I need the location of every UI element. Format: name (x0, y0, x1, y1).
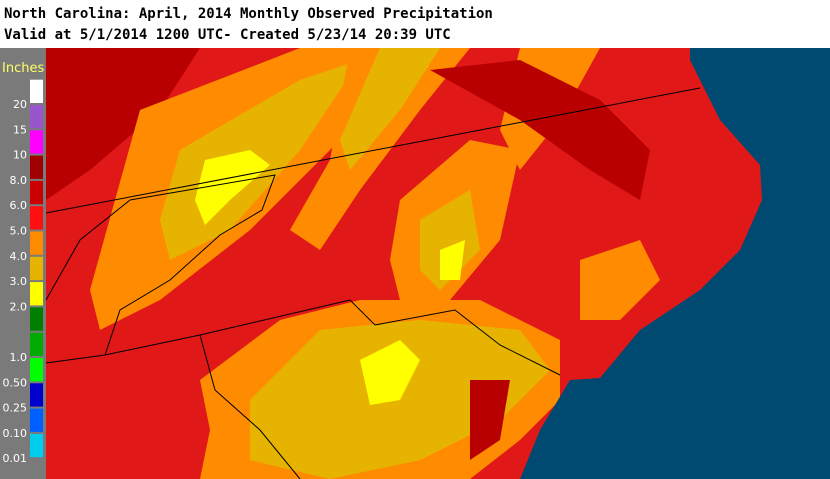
legend-title: Inches (2, 61, 44, 76)
legend-swatch (30, 180, 43, 205)
legend-swatch (30, 231, 43, 255)
precip-area (195, 150, 270, 225)
legend-label: 1.0 (10, 351, 28, 364)
legend-swatch (30, 206, 43, 230)
legend-swatch (30, 79, 43, 103)
map (45, 48, 830, 479)
legend-swatch (30, 105, 43, 129)
legend-label: 0.50 (3, 376, 28, 389)
state-border (199, 334, 301, 479)
precip-area (46, 48, 200, 200)
state-border (45, 199, 131, 301)
precip-area (580, 240, 660, 320)
legend-label: 6.0 (10, 199, 28, 212)
precip-area (360, 340, 420, 405)
legend-swatch (30, 256, 43, 281)
state-border (104, 174, 276, 356)
ocean (520, 48, 830, 479)
state-border (45, 87, 701, 214)
legend-swatch (30, 282, 43, 306)
legend-label: 10 (13, 149, 27, 162)
legend-label: 4.0 (10, 250, 28, 263)
title: North Carolina: April, 2014 Monthly Obse… (4, 6, 493, 22)
legend-label: 0.01 (3, 452, 28, 465)
legend-swatch (30, 383, 43, 407)
legend-label: 0.10 (3, 427, 28, 440)
legend-swatch (30, 155, 43, 179)
legend-swatch (30, 433, 43, 458)
precip-area (470, 380, 510, 460)
legend-label: 20 (13, 98, 27, 111)
legend-label: 15 (13, 123, 27, 136)
legend-swatch (30, 130, 43, 154)
legend-swatch (30, 408, 43, 432)
state-border (45, 299, 561, 376)
precip-area (340, 48, 440, 170)
subtitle: Valid at 5/1/2014 1200 UTC- Created 5/23… (4, 27, 451, 43)
precip-area (440, 240, 465, 280)
legend-swatch (30, 332, 43, 356)
header-bg (0, 0, 830, 48)
precip-area (420, 190, 480, 290)
legend-label: 8.0 (10, 174, 28, 187)
precip-area (430, 60, 650, 200)
legend-swatch (30, 358, 43, 382)
legend-label: 3.0 (10, 275, 28, 288)
legend: 20 15 10 8.0 6.0 5.0 4.0 3.0 2.0 1.0 0.50 0.25 0.10 0… (3, 79, 43, 465)
legend-label: 0.25 (3, 402, 28, 415)
legend-label: 5.0 (10, 225, 28, 238)
legend-swatch (30, 307, 43, 331)
legend-label: 2.0 (10, 300, 28, 313)
